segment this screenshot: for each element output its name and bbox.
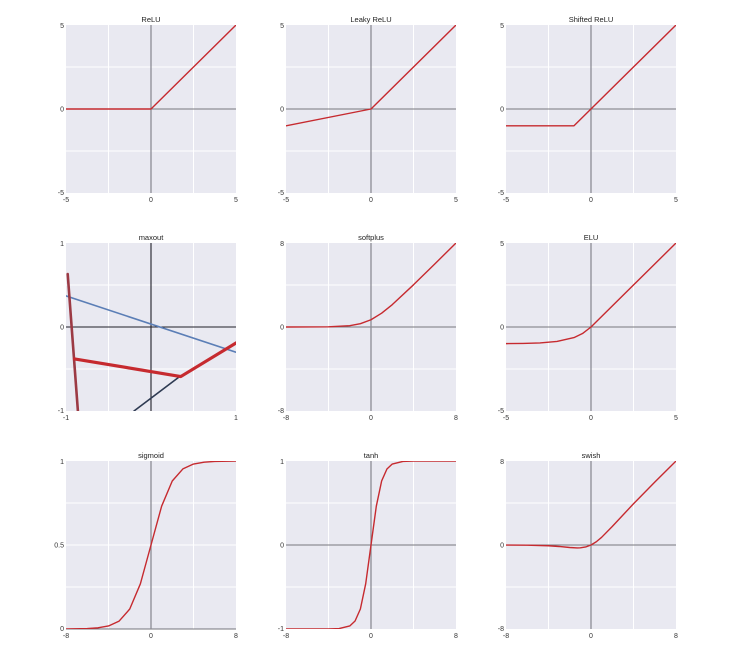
series-line-0: [506, 461, 676, 549]
x-tick-label: -5: [63, 197, 69, 204]
series-line-0: [286, 461, 456, 629]
series-line-3: [72, 341, 236, 379]
y-tick-label: -5: [278, 190, 284, 197]
x-tick-label: 0: [369, 415, 373, 422]
y-tick-label: 0: [280, 543, 284, 550]
y-tick-label: 0: [500, 107, 504, 114]
chart-title: tanh: [364, 451, 379, 460]
y-tick-label: 5: [500, 241, 504, 248]
series-line-0: [506, 243, 676, 345]
y-tick-label: 1: [60, 241, 64, 248]
x-tick-label: 5: [234, 197, 238, 204]
y-tick-label: 5: [60, 23, 64, 30]
chart-title: Shifted ReLU: [569, 15, 614, 24]
y-tick-label: -5: [498, 408, 504, 415]
chart-title: softplus: [358, 233, 384, 242]
series-line-0: [506, 25, 676, 127]
x-tick-label: -5: [503, 197, 509, 204]
chart-title: maxout: [139, 233, 165, 242]
x-tick-label: 0: [589, 197, 593, 204]
y-tick-label: 8: [280, 241, 284, 248]
chart-panel-2: Shifted ReLU -5 0 5 5 0 -5: [498, 15, 678, 204]
x-tick-label: -8: [283, 633, 289, 640]
y-tick-label: 0.5: [54, 543, 64, 550]
y-tick-label: 1: [60, 459, 64, 466]
x-tick-label: 0: [149, 633, 153, 640]
series-line-2: [66, 272, 80, 411]
x-tick-label: 8: [454, 415, 458, 422]
y-tick-label: 8: [500, 459, 504, 466]
y-tick-label: 0: [280, 107, 284, 114]
x-tick-label: 5: [674, 415, 678, 422]
x-tick-label: 0: [369, 197, 373, 204]
chart-title: sigmoid: [138, 451, 164, 460]
chart-title: swish: [582, 451, 601, 460]
chart-panel-0: ReLU -5 0 5 5 0 -5: [58, 15, 238, 204]
chart-title: ReLU: [141, 15, 160, 24]
x-tick-label: 5: [454, 197, 458, 204]
x-tick-label: 8: [674, 633, 678, 640]
series-line-0: [286, 243, 456, 328]
x-tick-label: 8: [454, 633, 458, 640]
y-tick-label: -8: [278, 408, 284, 415]
chart-panel-6: sigmoid-8 0 810.50: [54, 451, 238, 640]
series-line-0: [66, 461, 236, 629]
x-tick-label: -8: [503, 633, 509, 640]
y-tick-label: 0: [500, 325, 504, 332]
y-tick-label: 0: [60, 325, 64, 332]
x-tick-label: -8: [63, 633, 69, 640]
series-line-0: [66, 295, 236, 353]
y-tick-label: -8: [498, 626, 504, 633]
chart-title: ELU: [584, 233, 599, 242]
x-tick-label: 0: [589, 633, 593, 640]
y-tick-label: -5: [58, 190, 64, 197]
chart-panel-3: maxout -1 1 1 0 -1: [58, 233, 238, 422]
series-line-0: [66, 25, 236, 110]
y-tick-label: -1: [278, 626, 284, 633]
x-tick-label: 8: [234, 633, 238, 640]
y-tick-label: 0: [500, 543, 504, 550]
y-tick-label: -1: [58, 408, 64, 415]
x-tick-label: 1: [234, 415, 238, 422]
x-tick-label: 0: [589, 415, 593, 422]
x-tick-label: -5: [503, 415, 509, 422]
x-tick-label: -1: [63, 415, 69, 422]
chart-panel-4: softplus -8 0 8 8 0 -8: [278, 233, 458, 422]
x-tick-label: 0: [369, 633, 373, 640]
y-tick-label: 1: [280, 459, 284, 466]
y-tick-label: -5: [498, 190, 504, 197]
x-tick-label: -5: [283, 197, 289, 204]
chart-panel-5: ELU -5 0 5 5 0 -5: [498, 233, 678, 422]
chart-title: Leaky ReLU: [350, 15, 391, 24]
series-line-1: [133, 374, 182, 411]
chart-panel-7: tanh -8 0 8 1 0 -1: [278, 451, 458, 640]
x-tick-label: 0: [149, 197, 153, 204]
y-tick-label: 5: [500, 23, 504, 30]
x-tick-label: 5: [674, 197, 678, 204]
chart-panel-1: Leaky ReLU -5 0 5 5 0 -5: [278, 15, 458, 204]
series-line-0: [286, 25, 456, 127]
y-tick-label: 5: [280, 23, 284, 30]
y-tick-label: 0: [280, 325, 284, 332]
y-tick-label: 0: [60, 107, 64, 114]
y-tick-label: 0: [60, 626, 64, 633]
x-tick-label: -8: [283, 415, 289, 422]
chart-panel-8: swish -8 0 8 8 0 -8: [498, 451, 678, 640]
